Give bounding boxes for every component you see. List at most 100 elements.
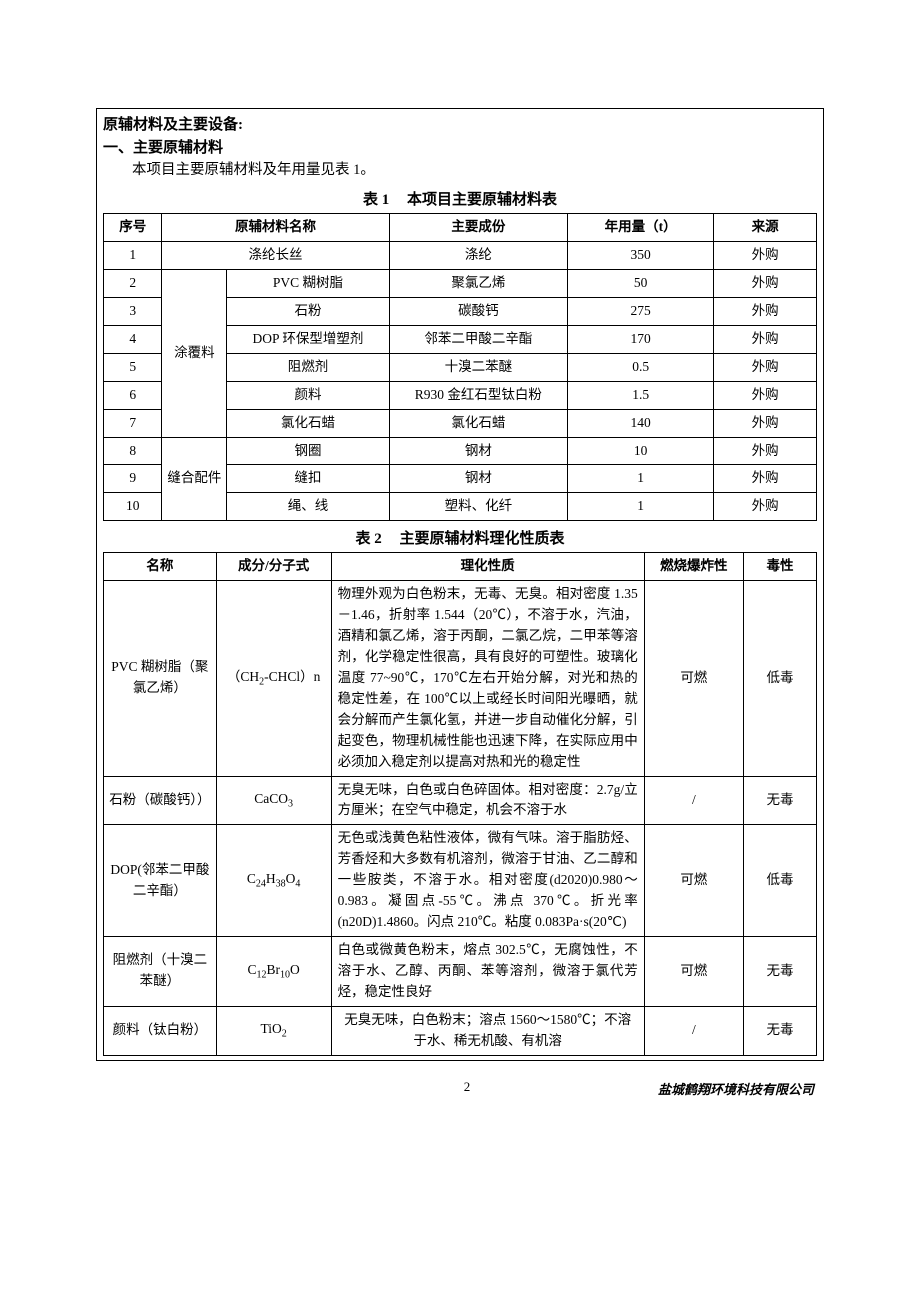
cell-prop: 无臭无味，白色粉末；溶点 1560～1580℃；不溶于水、稀无机酸、有机溶: [331, 1006, 644, 1055]
heading-sub: 一、主要原辅材料: [103, 136, 817, 157]
cell-comp: 塑料、化纤: [389, 493, 568, 521]
cell-qty: 1.5: [568, 381, 714, 409]
table2-header-row: 名称 成分/分子式 理化性质 燃烧爆炸性 毒性: [104, 553, 817, 581]
table2-properties: 名称 成分/分子式 理化性质 燃烧爆炸性 毒性 PVC 糊树脂（聚氯乙烯） （C…: [103, 552, 817, 1055]
cell-comp: 钢材: [389, 437, 568, 465]
cell-prop: 无色或浅黄色粘性液体，微有气味。溶于脂肪烃、芳香烃和大多数有机溶剂，微溶于甘油、…: [331, 825, 644, 937]
table2-caption-title: 主要原辅材料理化性质表: [400, 531, 565, 547]
cell-no: 1: [104, 242, 162, 270]
cell-comp: 邻苯二甲酸二辛酯: [389, 325, 568, 353]
table2-caption: 表 2 主要原辅材料理化性质表: [103, 527, 817, 548]
cell-name: 颜料: [227, 381, 389, 409]
cell-name: 氯化石蜡: [227, 409, 389, 437]
table1-caption: 表 1 本项目主要原辅材料表: [103, 188, 817, 209]
cell-comp: 钢材: [389, 465, 568, 493]
page-footer: 2 盐城鹤翔环境科技有限公司: [96, 1079, 824, 1098]
table-row: PVC 糊树脂（聚氯乙烯） （CH2-CHCl）n 物理外观为白色粉末，无毒、无…: [104, 581, 817, 776]
cell-prop: 无臭无味，白色或白色碎固体。相对密度：2.7g/立方厘米；在空气中稳定，机会不溶…: [331, 776, 644, 825]
t2-h-formula: 成分/分子式: [216, 553, 331, 581]
cell-name: 涤纶长丝: [162, 242, 389, 270]
cell-formula: C12Br10O: [216, 937, 331, 1007]
cell-tox: 无毒: [743, 776, 816, 825]
intro-text: 本项目主要原辅材料及年用量见表 1。: [103, 159, 817, 182]
t2-h-prop: 理化性质: [331, 553, 644, 581]
cell-src: 外购: [714, 381, 817, 409]
cell-formula: CaCO3: [216, 776, 331, 825]
t2-h-name: 名称: [104, 553, 217, 581]
cell-name: 石粉: [227, 297, 389, 325]
cell-group-a: 涂覆料: [162, 270, 227, 438]
cell-qty: 170: [568, 325, 714, 353]
cell-comp: 聚氯乙烯: [389, 270, 568, 298]
cell-src: 外购: [714, 409, 817, 437]
cell-fire: /: [644, 776, 743, 825]
cell-tox: 低毒: [743, 581, 816, 776]
table-row: 颜料（钛白粉） TiO2 无臭无味，白色粉末；溶点 1560～1580℃；不溶于…: [104, 1006, 817, 1055]
cell-name: PVC 糊树脂（聚氯乙烯）: [104, 581, 217, 776]
cell-comp: 氯化石蜡: [389, 409, 568, 437]
cell-name: 绳、线: [227, 493, 389, 521]
table2-caption-no: 表 2: [355, 531, 381, 547]
cell-qty: 0.5: [568, 353, 714, 381]
cell-qty: 1: [568, 465, 714, 493]
cell-no: 7: [104, 409, 162, 437]
cell-name: 钢圈: [227, 437, 389, 465]
table1-header-row: 序号 原辅材料名称 主要成份 年用量（t） 来源: [104, 214, 817, 242]
cell-src: 外购: [714, 353, 817, 381]
cell-prop: 物理外观为白色粉末，无毒、无臭。相对密度 1.35－1.46，折射率 1.544…: [331, 581, 644, 776]
cell-formula: TiO2: [216, 1006, 331, 1055]
cell-fire: /: [644, 1006, 743, 1055]
table-row: 1 涤纶长丝 涤纶 350 外购: [104, 242, 817, 270]
cell-tox: 无毒: [743, 937, 816, 1007]
cell-no: 2: [104, 270, 162, 298]
cell-name: 石粉（碳酸钙））: [104, 776, 217, 825]
cell-comp: 涤纶: [389, 242, 568, 270]
cell-name: 颜料（钛白粉）: [104, 1006, 217, 1055]
cell-no: 6: [104, 381, 162, 409]
table1-caption-no: 表 1: [363, 192, 389, 208]
t1-h-name: 原辅材料名称: [162, 214, 389, 242]
cell-src: 外购: [714, 270, 817, 298]
cell-tox: 低毒: [743, 825, 816, 937]
content-frame: 原辅材料及主要设备: 一、主要原辅材料 本项目主要原辅材料及年用量见表 1。 表…: [96, 108, 824, 1061]
t1-h-no: 序号: [104, 214, 162, 242]
cell-no: 10: [104, 493, 162, 521]
table-row: DOP(邻苯二甲酸二辛酯） C24H38O4 无色或浅黄色粘性液体，微有气味。溶…: [104, 825, 817, 937]
t2-h-fire: 燃烧爆炸性: [644, 553, 743, 581]
table-row: 2 涂覆料 PVC 糊树脂 聚氯乙烯 50 外购: [104, 270, 817, 298]
cell-name: 阻燃剂（十溴二苯醚）: [104, 937, 217, 1007]
t1-h-src: 来源: [714, 214, 817, 242]
cell-formula: （CH2-CHCl）n: [216, 581, 331, 776]
cell-name: 阻燃剂: [227, 353, 389, 381]
cell-no: 5: [104, 353, 162, 381]
cell-src: 外购: [714, 242, 817, 270]
cell-qty: 140: [568, 409, 714, 437]
cell-no: 4: [104, 325, 162, 353]
t2-h-tox: 毒性: [743, 553, 816, 581]
cell-comp: 十溴二苯醚: [389, 353, 568, 381]
cell-fire: 可燃: [644, 825, 743, 937]
cell-qty: 275: [568, 297, 714, 325]
cell-tox: 无毒: [743, 1006, 816, 1055]
cell-prop: 白色或微黄色粉末，熔点 302.5℃，无腐蚀性，不溶于水、乙醇、丙酮、苯等溶剂，…: [331, 937, 644, 1007]
cell-src: 外购: [714, 325, 817, 353]
table1-caption-title: 本项目主要原辅材料表: [407, 192, 557, 208]
cell-name: DOP(邻苯二甲酸二辛酯）: [104, 825, 217, 937]
table-row: 8 缝合配件 钢圈 钢材 10 外购: [104, 437, 817, 465]
cell-src: 外购: [714, 493, 817, 521]
cell-src: 外购: [714, 297, 817, 325]
cell-group-b: 缝合配件: [162, 437, 227, 521]
footer-company: 盐城鹤翔环境科技有限公司: [658, 1079, 814, 1098]
cell-no: 8: [104, 437, 162, 465]
cell-fire: 可燃: [644, 937, 743, 1007]
cell-qty: 50: [568, 270, 714, 298]
cell-comp: 碳酸钙: [389, 297, 568, 325]
cell-comp: R930 金红石型钛白粉: [389, 381, 568, 409]
cell-qty: 350: [568, 242, 714, 270]
table-row: 阻燃剂（十溴二苯醚） C12Br10O 白色或微黄色粉末，熔点 302.5℃，无…: [104, 937, 817, 1007]
t1-h-comp: 主要成份: [389, 214, 568, 242]
cell-qty: 10: [568, 437, 714, 465]
cell-name: DOP 环保型增塑剂: [227, 325, 389, 353]
cell-name: 缝扣: [227, 465, 389, 493]
cell-src: 外购: [714, 465, 817, 493]
